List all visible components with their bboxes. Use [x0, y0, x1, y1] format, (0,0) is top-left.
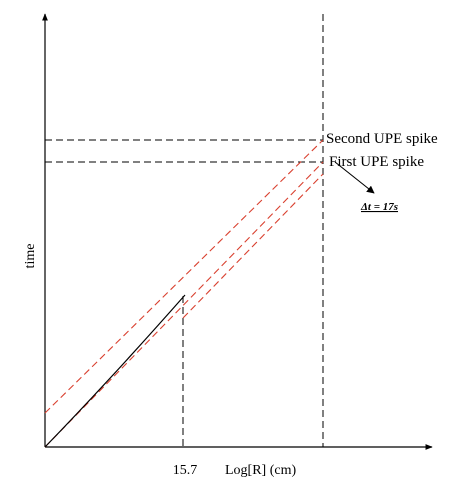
red-extrapolation-line-lower [182, 173, 324, 319]
y-axis-label: time [23, 244, 38, 269]
delta-t-label: Δt = 17s [360, 201, 398, 213]
first-spike-label: First UPE spike [329, 154, 424, 170]
delta-t-arrow [334, 161, 375, 194]
red-extrapolation-line-middle [44, 161, 324, 448]
second-spike-label: Second UPE spike [326, 131, 438, 147]
red-extrapolation-line-upper [44, 139, 324, 414]
x-tick-label: 15.7 [173, 463, 198, 478]
x-axis-label: Log[R] (cm) [225, 463, 296, 478]
solid-curve [44, 294, 186, 448]
